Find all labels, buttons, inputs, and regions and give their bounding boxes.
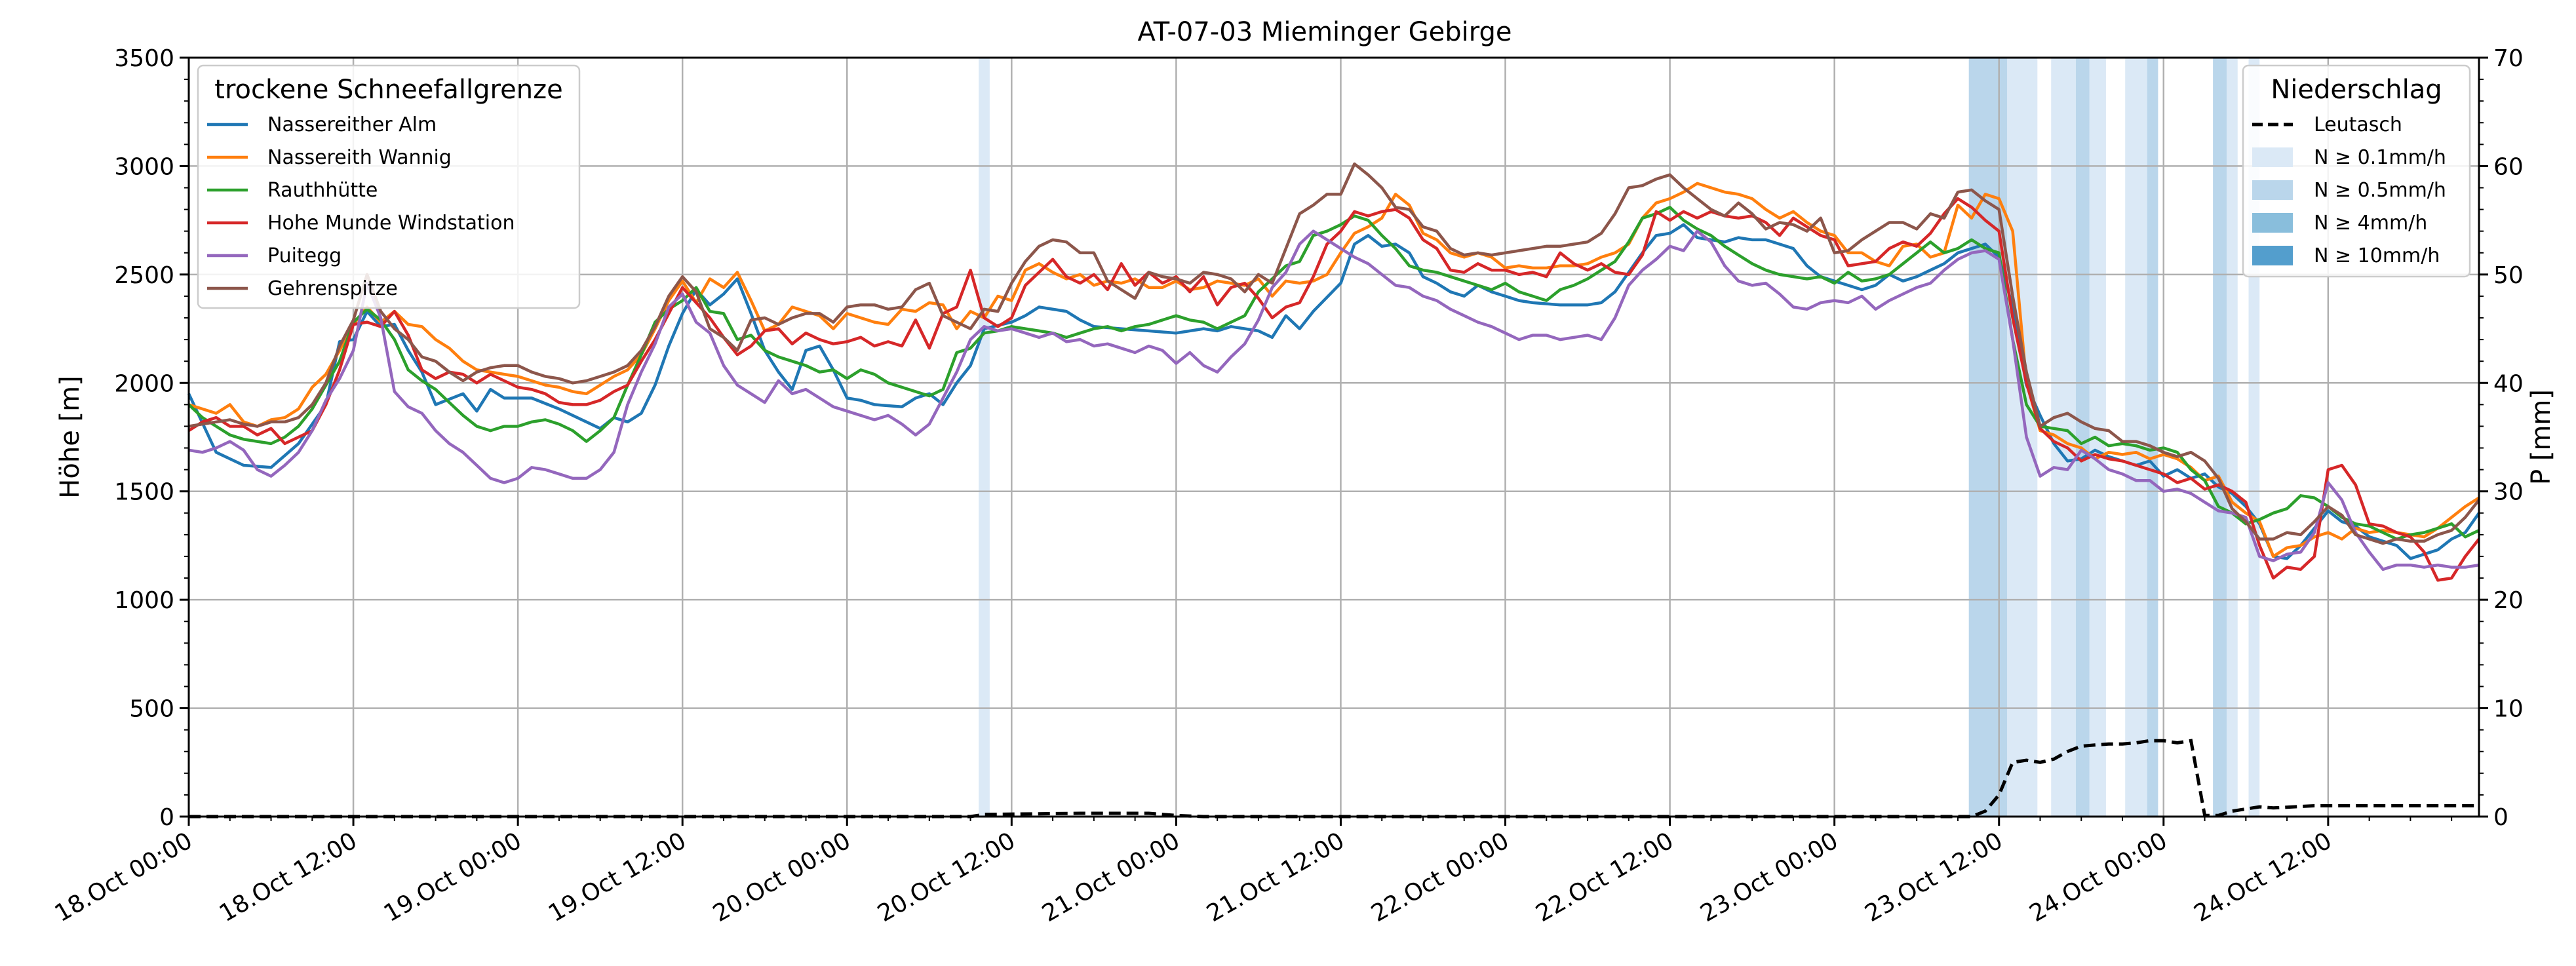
series-line-4 [187, 197, 2480, 582]
x-axis-ticks: 18.Oct 00:00 18.Oct 12:00 19.Oct 00:00 19.O… [50, 817, 2453, 927]
y-tick-label-0: 0 [159, 804, 174, 831]
legend-left-items: Nassereither Alm Nassereith Wannig Rauthhü… [207, 113, 515, 300]
legend-band-label-2: N ≥ 4mm/h [2314, 212, 2427, 235]
chart-title: AT-07-03 Mieminger Gebirge [1137, 17, 1512, 47]
legend-band-label-1: N ≥ 0.5mm/h [2314, 179, 2446, 202]
y-tick-label-7: 3500 [114, 45, 174, 72]
legend-right-title: Niederschlag [2271, 75, 2442, 105]
legend-left-frame [197, 64, 581, 309]
legend-right-bands: N ≥ 0.1mm/h N ≥ 0.5mm/h N ≥ 4mm/h N ≥ 10mm/… [2252, 146, 2446, 267]
legend-right-frame [2242, 64, 2471, 278]
series-line-2 [188, 182, 2480, 558]
y-tick-label-6: 3000 [114, 153, 174, 180]
legend-band-label-0: N ≥ 0.1mm/h [2314, 146, 2446, 169]
precip-band-4 [2075, 58, 2090, 817]
series-line-5 [188, 229, 2480, 571]
legend-band-swatch-2 [2252, 213, 2293, 233]
x-tick-label-4: 20.Oct 00:00 [709, 827, 855, 927]
series-line-3 [187, 206, 2480, 541]
precip-band-6 [2125, 58, 2147, 817]
series-line-6 [188, 162, 2480, 545]
x-tick-label-13: 24.Oct 12:00 [2190, 827, 2337, 927]
y2-tick-label-3: 30 [2493, 479, 2524, 506]
legend-label-1: Nassereither Alm [267, 113, 437, 136]
y2-tick-label-5: 50 [2493, 262, 2524, 289]
precip-band-8 [2213, 58, 2227, 817]
y2-tick-label-0: 0 [2493, 804, 2508, 831]
snowline-series [187, 162, 2480, 582]
x-tick-label-6: 21.Oct 00:00 [1038, 827, 1184, 927]
legend-label-2: Nassereith Wannig [267, 146, 452, 169]
legend-band-label-3: N ≥ 10mm/h [2314, 244, 2440, 267]
y2-tick-label-2: 20 [2493, 587, 2524, 614]
plot-frame [187, 56, 2480, 818]
precip-band-0 [979, 58, 990, 817]
legend-label-3: Rauthhütte [267, 179, 378, 202]
y-tick-label-3: 1500 [114, 479, 174, 506]
x-tick-label-12: 24.Oct 00:00 [2025, 827, 2172, 927]
precipitation-bands [979, 58, 2260, 817]
x-tick-label-9: 22.Oct 12:00 [1531, 827, 1678, 927]
y-tick-label-2: 1000 [114, 587, 174, 614]
x-tick-label-5: 20.Oct 12:00 [873, 827, 1020, 927]
y-tick-label-5: 2500 [114, 262, 174, 289]
precip-band-2 [2007, 58, 2038, 817]
x-tick-label-1: 18.Oct 12:00 [215, 827, 362, 927]
x-tick-label-7: 21.Oct 12:00 [1202, 827, 1349, 927]
y2-tick-label-7: 70 [2493, 45, 2524, 72]
precip-band-1 [1968, 58, 2008, 817]
y-tick-label-4: 2000 [114, 370, 174, 397]
y-tick-label-1: 500 [129, 696, 174, 723]
y-axis-right-ticks: 0 10 20 30 40 50 60 70 [2479, 45, 2524, 831]
legend-leutasch-label: Leutasch [2314, 113, 2402, 136]
legend-label-4: Hohe Munde Windstation [267, 212, 515, 235]
legend-band-swatch-0 [2252, 147, 2293, 167]
y2-tick-label-1: 10 [2493, 696, 2524, 723]
x-tick-label-10: 23.Oct 00:00 [1696, 827, 1843, 927]
y-axis-left-ticks: 0 500 1000 1500 2000 2500 3000 3500 [114, 45, 189, 831]
legend-right: Niederschlag Leutasch N ≥ 0.1mm/h N ≥ 0.5… [2242, 64, 2471, 278]
legend-band-swatch-3 [2252, 246, 2293, 265]
precip-band-9 [2227, 58, 2238, 817]
legend-left: trockene Schneefallgrenze Nassereither A… [197, 64, 581, 309]
precip-band-7 [2147, 58, 2158, 817]
legend-band-swatch-1 [2252, 180, 2293, 200]
y-axis-label-right: P [mm] [2526, 389, 2556, 485]
x-tick-label-3: 19.Oct 12:00 [544, 827, 691, 927]
y2-tick-label-6: 60 [2493, 153, 2524, 180]
series-line-1 [187, 223, 2480, 560]
y2-tick-label-4: 40 [2493, 370, 2524, 397]
legend-left-title: trockene Schneefallgrenze [214, 75, 562, 105]
x-tick-label-2: 19.Oct 00:00 [380, 827, 526, 927]
x-tick-label-11: 23.Oct 12:00 [1860, 827, 2007, 927]
legend-label-6: Gehrenspitze [267, 277, 398, 300]
x-tick-label-8: 22.Oct 00:00 [1367, 827, 1513, 927]
legend-label-5: Puitegg [267, 244, 342, 267]
x-tick-label-0: 18.Oct 00:00 [50, 827, 197, 927]
y-axis-label-left: Höhe [m] [55, 376, 85, 498]
